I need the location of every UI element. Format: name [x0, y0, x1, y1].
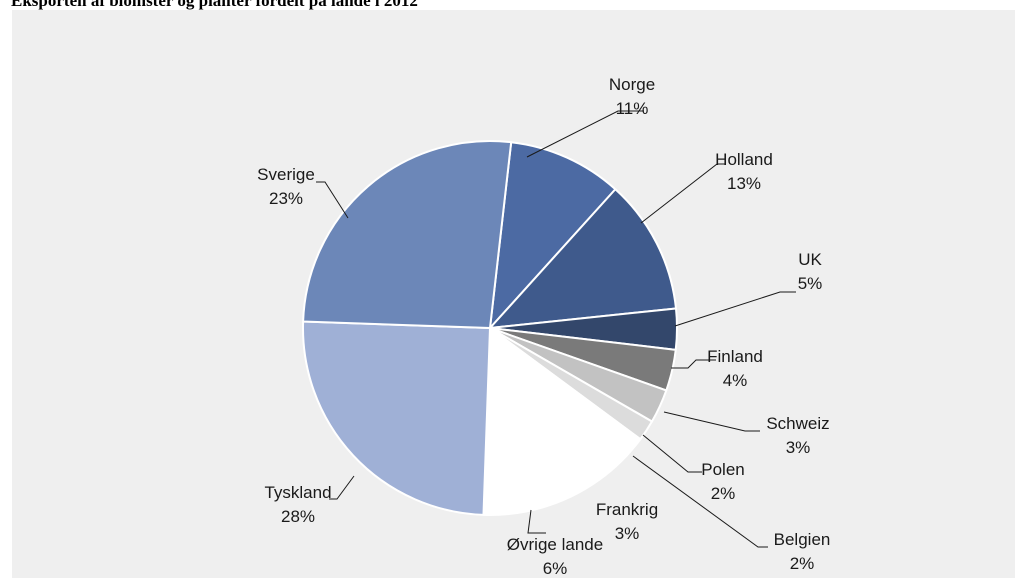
- slice-label-finland: Finland 4%: [707, 347, 763, 390]
- labels-group: Norge 11% Holland 13% UK 5% Finland 4% Schweiz 3%…: [257, 75, 830, 578]
- leader-line-tyskland: [329, 475, 355, 500]
- slice-label-sverige: Sverige 23%: [257, 165, 315, 208]
- slice-percent-sverige: 23%: [269, 189, 303, 208]
- leader-line-belgien: [632, 455, 768, 548]
- slice-label-belgien: Belgien 2%: [774, 530, 831, 573]
- leader-line-oevrige-lande: [527, 509, 546, 534]
- chart-plot-area: Norge 11% Holland 13% UK 5% Finland 4% Schweiz 3%…: [12, 10, 1015, 578]
- chart-title: Eksporten af blomster og planter fordelt…: [11, 0, 418, 10]
- pie-slice-tyskland: [302, 320, 491, 516]
- slice-label-norge: Norge 11%: [609, 75, 655, 118]
- pie-slice-norge: [489, 141, 617, 329]
- slices-group: [302, 139, 678, 516]
- leader-line-holland: [640, 163, 726, 224]
- slice-percent-belgien: 2%: [790, 554, 815, 573]
- leader-line-schweiz: [663, 411, 760, 432]
- pie-slice-oevrige-lande: [482, 327, 607, 516]
- pie-slice-sverige: [302, 139, 513, 329]
- slice-label-holland: Holland 13%: [715, 150, 773, 193]
- slice-name-finland: Finland: [707, 347, 763, 366]
- slice-name-sverige: Sverige: [257, 165, 315, 184]
- leader-line-sverige: [316, 181, 349, 219]
- slice-label-uk: UK 5%: [798, 250, 823, 293]
- slice-name-frankrig: Frankrig: [596, 500, 658, 519]
- leader-line-polen: [642, 434, 702, 473]
- slice-name-norge: Norge: [609, 75, 655, 94]
- pie-chart: Norge 11% Holland 13% UK 5% Finland 4% Schweiz 3%…: [12, 10, 1015, 578]
- pie-slice-holland: [489, 188, 677, 329]
- slice-name-oevrige-lande: Øvrige lande: [507, 535, 603, 554]
- leader-line-finland: [671, 359, 716, 369]
- slice-percent-schweiz: 3%: [786, 438, 811, 457]
- slice-percent-oevrige-lande: 6%: [543, 559, 568, 578]
- slice-label-schweiz: Schweiz 3%: [766, 414, 829, 457]
- slice-percent-polen: 2%: [711, 484, 736, 503]
- slice-name-schweiz: Schweiz: [766, 414, 829, 433]
- slice-name-holland: Holland: [715, 150, 773, 169]
- leader-lines-group: [316, 110, 796, 548]
- slice-label-polen: Polen 2%: [701, 460, 744, 503]
- slice-name-belgien: Belgien: [774, 530, 831, 549]
- slice-label-tyskland: Tyskland 28%: [264, 483, 331, 526]
- slice-percent-norge: 11%: [616, 99, 649, 118]
- slice-name-uk: UK: [798, 250, 822, 269]
- slice-name-polen: Polen: [701, 460, 744, 479]
- slice-percent-tyskland: 28%: [281, 507, 315, 526]
- slice-percent-holland: 13%: [727, 174, 761, 193]
- slice-percent-frankrig: 3%: [615, 524, 640, 543]
- leader-line-norge: [526, 110, 644, 158]
- slice-label-frankrig: Frankrig 3%: [596, 500, 658, 543]
- slice-label-oevrige-lande: Øvrige lande 6%: [507, 535, 603, 578]
- slice-name-tyskland: Tyskland: [264, 483, 331, 502]
- slice-percent-uk: 5%: [798, 274, 823, 293]
- slice-percent-finland: 4%: [723, 371, 748, 390]
- leader-line-uk: [674, 291, 796, 327]
